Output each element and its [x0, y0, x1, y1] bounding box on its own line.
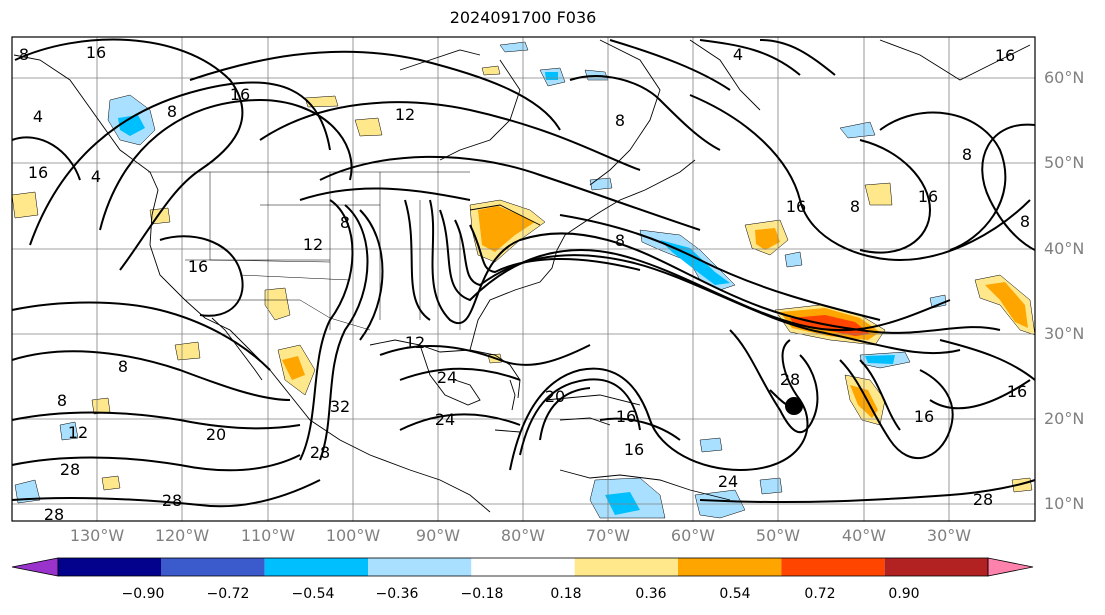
lat-label: 50°N	[1044, 153, 1085, 172]
contour-labels: 8 16 8 4 16 12 16 8 12 4 8 4 8 16 8 8 16…	[19, 43, 1030, 524]
colorbar-tick-label: −0.90	[121, 586, 165, 602]
colorbar-segment	[678, 558, 782, 576]
contour-label: 12	[405, 333, 425, 352]
contour-label: 16	[914, 407, 934, 426]
contour-label: 4	[733, 45, 743, 64]
contour-label: 16	[230, 85, 250, 104]
contour-label: 8	[167, 102, 177, 121]
contour-label: 8	[962, 145, 972, 164]
colorbar-segment	[58, 558, 162, 576]
colorbar-segment	[264, 558, 368, 576]
contour-label: 16	[28, 163, 48, 182]
contour-label: 28	[44, 505, 64, 524]
lon-label: 70°W	[585, 526, 631, 545]
lon-label: 40°W	[841, 526, 887, 545]
lon-label: 100°W	[325, 526, 381, 545]
contour-label: 20	[206, 425, 226, 444]
contour-label: 24	[437, 368, 457, 387]
colorbar-tick-label: 0.18	[550, 586, 582, 602]
lon-label: 130°W	[69, 526, 125, 545]
lat-label: 60°N	[1044, 68, 1085, 87]
contour-label: 12	[395, 105, 415, 124]
colorbar-tick-label: 0.54	[719, 586, 751, 602]
colorbar-tick-label: 0.72	[804, 586, 836, 602]
contour-lines	[11, 38, 1036, 508]
contour-label: 8	[615, 111, 625, 130]
colorbar-segment	[574, 558, 678, 576]
colorbar-arrow-high	[987, 557, 1034, 577]
contour-label: 28	[162, 491, 182, 510]
contour-label: 8	[615, 231, 625, 250]
contour-label: 12	[68, 423, 88, 442]
map-title: 2024091700 F036	[449, 8, 597, 27]
contour-label: 16	[1007, 382, 1027, 401]
contour-label: 16	[188, 257, 208, 276]
contour-label: 28	[780, 370, 800, 389]
contour-label: 16	[786, 197, 806, 216]
contour-label: 24	[435, 410, 455, 429]
lon-label: 30°W	[926, 526, 972, 545]
storm-center-marker	[785, 397, 803, 415]
contour-label: 4	[91, 167, 101, 186]
lon-label: 120°W	[154, 526, 210, 545]
colorbar-tick-label: −0.54	[291, 586, 335, 602]
contour-label: 28	[973, 490, 993, 509]
colorbar-tick-label: 0.90	[888, 586, 920, 602]
colorbar-arrow-low	[11, 557, 59, 577]
contour-label: 16	[86, 43, 106, 62]
colorbar-tick-label: −0.18	[460, 586, 504, 602]
contour-label: 12	[303, 235, 323, 254]
contour-label: 32	[330, 397, 350, 416]
lat-label: 20°N	[1044, 409, 1085, 428]
contour-label: 8	[57, 391, 67, 410]
lat-label: 40°N	[1044, 239, 1085, 258]
contour-label: 24	[718, 472, 738, 491]
colorbar-segment	[161, 558, 265, 576]
colorbar-tick-label: −0.36	[375, 586, 419, 602]
political-borders	[148, 171, 470, 331]
colorbar-outline	[57, 557, 989, 577]
colorbar	[11, 557, 1034, 577]
lon-label: 50°W	[755, 526, 801, 545]
contour-label: 28	[310, 443, 330, 462]
lon-label: 60°W	[670, 526, 716, 545]
contour-label: 8	[19, 45, 29, 64]
contour-label: 4	[33, 107, 43, 126]
lon-label: 90°W	[415, 526, 461, 545]
contour-label: 8	[118, 357, 128, 376]
contour-label: 16	[616, 407, 636, 426]
colorbar-tick-label: −0.72	[206, 586, 250, 602]
contour-label: 16	[624, 440, 644, 459]
contour-label: 8	[1020, 212, 1030, 231]
lat-label: 10°N	[1044, 494, 1085, 513]
contour-label: 28	[60, 460, 80, 479]
shading-layer	[11, 41, 1036, 519]
colorbar-segment	[884, 558, 988, 576]
lat-label: 30°N	[1044, 324, 1085, 343]
contour-label: 16	[918, 187, 938, 206]
lon-label: 80°W	[500, 526, 546, 545]
contour-label: 8	[340, 213, 350, 232]
colorbar-tick-label: 0.36	[635, 586, 667, 602]
contour-label: 8	[850, 197, 860, 216]
colorbar-segment	[471, 558, 575, 576]
lon-label: 110°W	[240, 526, 296, 545]
contour-label: 20	[545, 387, 565, 406]
contour-label: 16	[995, 46, 1015, 65]
colorbar-segment	[368, 558, 472, 576]
colorbar-segment	[781, 558, 885, 576]
